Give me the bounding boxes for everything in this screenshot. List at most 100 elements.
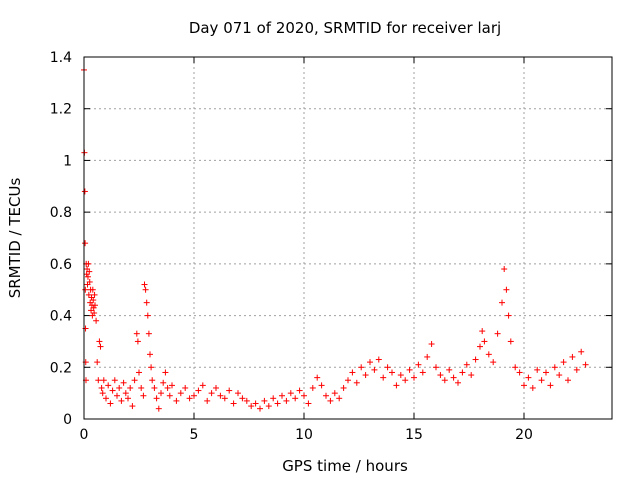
- data-point: [153, 395, 160, 402]
- data-point: [543, 369, 549, 376]
- data-point: [512, 364, 519, 371]
- data-point: [86, 268, 93, 275]
- data-point: [292, 395, 299, 402]
- data-point: [89, 286, 96, 293]
- data-point: [85, 260, 92, 267]
- data-point: [114, 392, 120, 399]
- data-point: [485, 351, 492, 358]
- data-point: [389, 369, 395, 376]
- data-point: [375, 356, 382, 363]
- data-point: [111, 377, 118, 384]
- data-point: [406, 366, 413, 373]
- data-point: [122, 390, 129, 397]
- data-point: [204, 397, 211, 404]
- data-point: [384, 364, 391, 371]
- data-point: [166, 392, 173, 399]
- data-point: [93, 317, 100, 324]
- data-point: [428, 341, 435, 348]
- data-point: [151, 384, 158, 391]
- data-point: [230, 400, 237, 407]
- data-point: [538, 377, 545, 384]
- data-point: [534, 366, 541, 373]
- y-tick-label: 0: [63, 412, 72, 428]
- data-point: [239, 395, 246, 402]
- data-point: [129, 403, 136, 410]
- data-point: [521, 382, 527, 389]
- data-point: [144, 312, 151, 319]
- data-point: [141, 281, 148, 288]
- data-point: [345, 377, 351, 384]
- data-point: [309, 384, 316, 391]
- data-point: [164, 384, 171, 391]
- data-point: [323, 392, 329, 399]
- data-point: [148, 364, 155, 371]
- data-point: [97, 343, 104, 350]
- data-point: [393, 382, 400, 389]
- chart-title: Day 071 of 2020, SRMTID for receiver lar…: [189, 19, 501, 37]
- data-point: [463, 361, 470, 368]
- data-point: [265, 403, 272, 410]
- data-point: [95, 377, 102, 384]
- data-point: [494, 330, 501, 337]
- data-point: [371, 366, 378, 373]
- data-point: [131, 377, 138, 384]
- data-point: [573, 366, 580, 373]
- x-tick-label: 5: [190, 427, 199, 443]
- data-point: [446, 366, 453, 373]
- y-tick-label: 0.6: [50, 257, 72, 273]
- data-point: [243, 397, 250, 404]
- data-point: [173, 397, 180, 404]
- data-point: [149, 377, 156, 384]
- data-point: [136, 369, 142, 376]
- data-point: [82, 286, 89, 293]
- data-point: [186, 395, 193, 402]
- data-point: [82, 325, 89, 332]
- data-point: [140, 392, 147, 399]
- data-point: [331, 390, 338, 397]
- data-point: [358, 364, 365, 371]
- data-point: [92, 302, 98, 309]
- data-point: [582, 361, 589, 368]
- y-axis-label: SRMTID / TECUs: [6, 178, 24, 299]
- data-point: [569, 353, 576, 360]
- data-point: [472, 356, 479, 363]
- data-point: [336, 395, 343, 402]
- data-point: [327, 397, 334, 404]
- data-point: [551, 364, 558, 371]
- y-tick-label: 0.4: [50, 309, 72, 325]
- data-point: [162, 369, 169, 376]
- data-point: [98, 384, 105, 391]
- data-point: [90, 297, 97, 304]
- data-point: [147, 351, 153, 358]
- data-point: [525, 374, 532, 381]
- y-tick-label: 1.4: [50, 50, 72, 66]
- data-point: [529, 384, 536, 391]
- data-point: [143, 299, 150, 306]
- x-axis-label: GPS time / hours: [282, 457, 408, 475]
- y-tick-label: 1.2: [50, 102, 72, 118]
- data-point: [142, 286, 149, 293]
- data-point: [270, 395, 277, 402]
- data-point: [287, 390, 294, 397]
- data-point: [505, 312, 512, 319]
- data-point: [83, 271, 90, 278]
- data-points: [81, 66, 589, 412]
- data-point: [155, 405, 162, 412]
- data-point: [283, 397, 290, 404]
- data-point: [160, 379, 167, 386]
- data-point: [105, 382, 112, 389]
- data-point: [349, 369, 356, 376]
- data-point: [158, 390, 164, 397]
- data-point: [118, 397, 125, 404]
- x-tick-label: 0: [80, 427, 89, 443]
- data-point: [301, 392, 307, 399]
- data-point: [479, 328, 486, 335]
- data-point: [138, 384, 145, 391]
- data-point: [402, 377, 409, 384]
- data-point: [91, 309, 98, 316]
- data-point: [248, 403, 255, 410]
- data-point: [84, 273, 91, 280]
- data-point: [367, 359, 373, 366]
- data-point: [99, 390, 106, 397]
